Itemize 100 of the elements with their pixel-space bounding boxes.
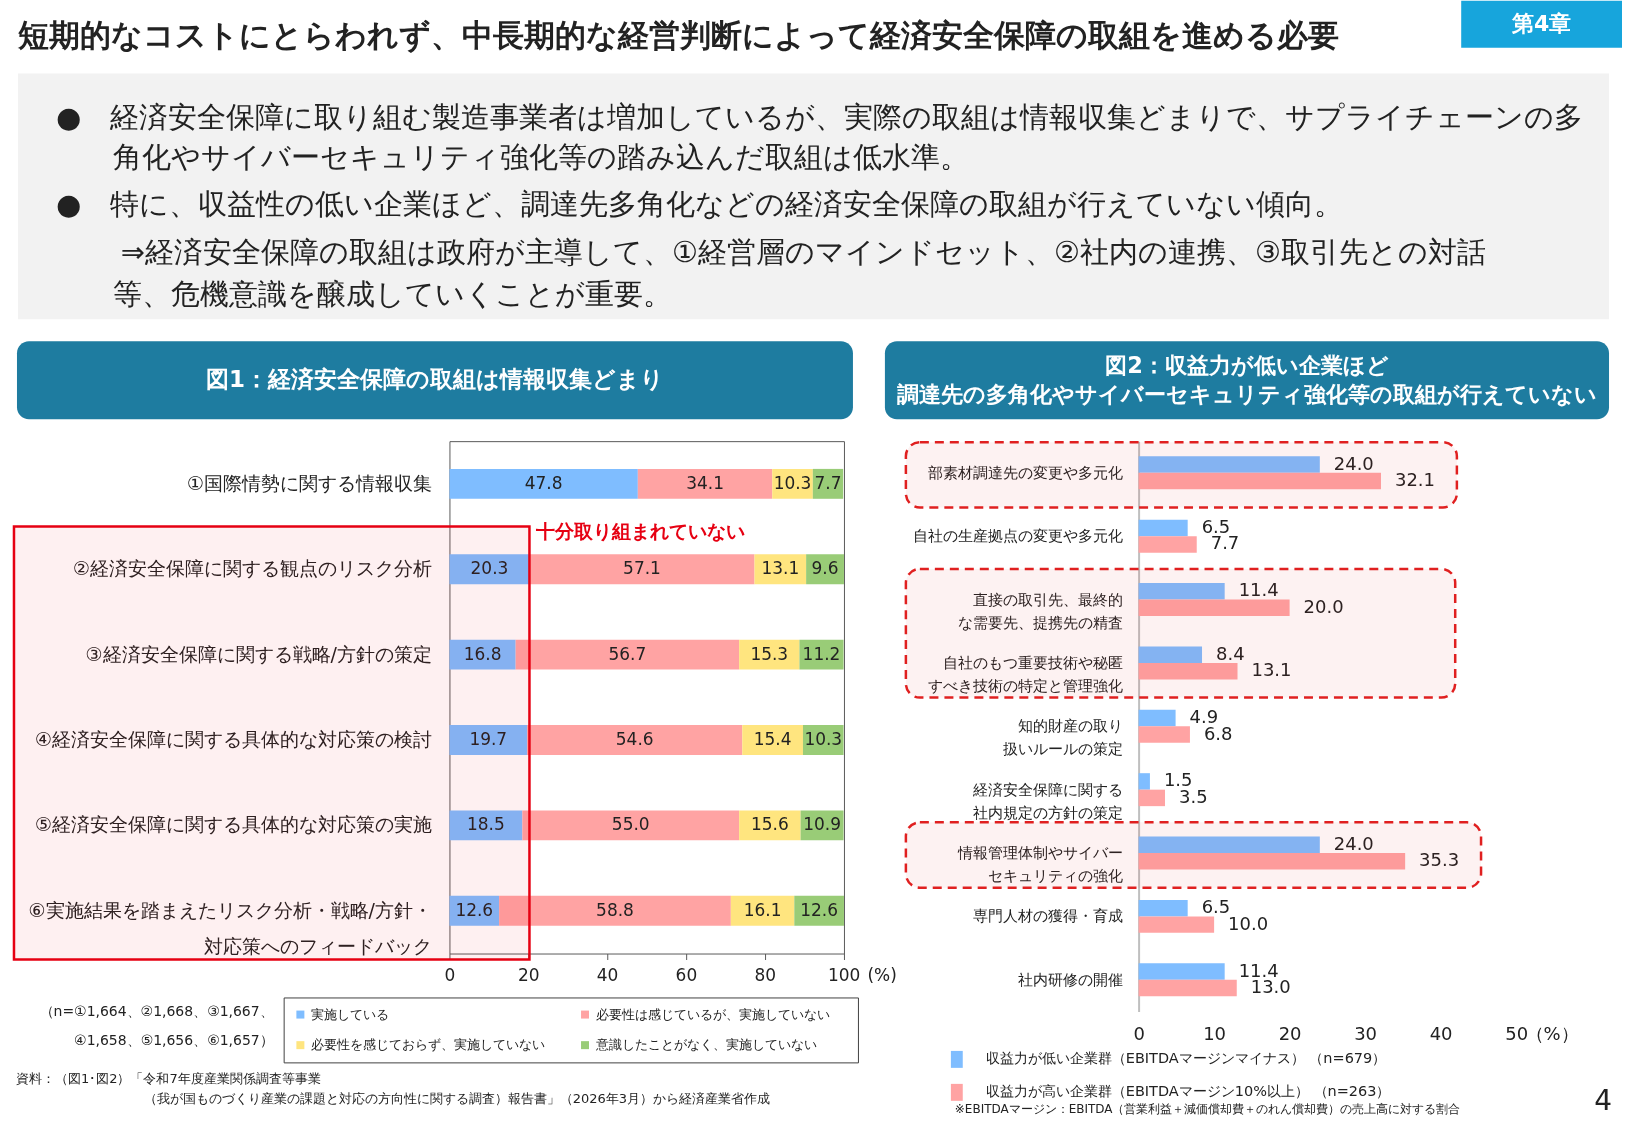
data-label: 56.7 — [608, 643, 647, 664]
data-label: 13.1 — [1251, 659, 1292, 681]
x-tick-label: 0 — [444, 964, 456, 985]
x-tick-label: 60 — [675, 964, 698, 985]
data-label: 20.3 — [470, 558, 509, 579]
bar — [1138, 853, 1406, 870]
chart-title: 図2：収益力が低い企業ほど — [1105, 351, 1389, 378]
bar — [1138, 899, 1188, 917]
y-tick-label: 知的財産の取り扱いルールの策定 — [1003, 717, 1124, 759]
bar — [1138, 773, 1150, 790]
text: 資料：（図1･図2）「令和7年度産業関係調査等事業（我が国ものづくり産業の課題と対応の方向性に関する調査）報告書」（2026年3月）から経済産業省作成 — [15, 1071, 771, 1107]
data-label: 32.1 — [1394, 469, 1435, 491]
legend-label: 収益力が高い企業群（EBITDAマージン10%以上） （n=263） — [985, 1083, 1391, 1100]
data-label: 47.8 — [524, 472, 563, 493]
data-label: 11.2 — [802, 643, 841, 664]
data-label: 9.6 — [811, 558, 839, 579]
bar — [449, 554, 530, 585]
x-axis-title: (%) — [867, 964, 897, 985]
bar — [449, 725, 528, 755]
data-label: 16.1 — [743, 899, 782, 920]
data-label: 10.3 — [804, 729, 843, 750]
bar — [1138, 963, 1225, 980]
text: 4 — [1594, 1084, 1612, 1118]
data-label: 10.0 — [1228, 912, 1269, 934]
data-label: 12.6 — [455, 899, 494, 920]
data-label: 15.6 — [750, 814, 789, 835]
x-tick-label: 30 — [1354, 1022, 1378, 1044]
y-tick-label: 自社のもつ重要技術や秘匿すべき技術の特定と管理強化 — [928, 653, 1124, 695]
bar — [449, 468, 638, 499]
bar — [1138, 536, 1197, 553]
x-tick-label: 20 — [517, 964, 540, 985]
data-label: 20.0 — [1303, 595, 1344, 617]
data-label: 24.0 — [1333, 832, 1374, 854]
bar — [1138, 472, 1381, 490]
bar — [1138, 519, 1188, 537]
bar — [1138, 789, 1166, 807]
data-label: 18.5 — [467, 814, 505, 835]
bar — [1138, 726, 1190, 743]
chart-title: 図1：経済安全保障の取組は情報収集どまり — [205, 366, 664, 393]
text: （n=①1,664、②1,668、③1,667、④1,658、⑤1,656、⑥1,657） — [39, 1003, 274, 1049]
y-tick-label: ⑥実施結果を踏まえたリスク分析・戦略/方針・対応策へのフィードバック — [28, 898, 432, 957]
legend-label: 意識したことがなく、実施していない — [594, 1036, 817, 1053]
data-label: 57.1 — [623, 558, 661, 579]
legend-label: 必要性は感じているが、実施していない — [595, 1005, 830, 1022]
data-label: 34.1 — [686, 472, 724, 493]
y-tick-label: 専門人材の獲得・育成 — [973, 907, 1124, 926]
x-tick-label: 100 — [827, 964, 861, 985]
y-tick-label: 自社の生産拠点の変更や多元化 — [913, 527, 1124, 546]
x-tick-label: 40 — [1429, 1022, 1453, 1044]
bar — [1138, 662, 1238, 680]
bar — [522, 810, 740, 841]
legend-label: 必要性を感じておらず、実施していない — [311, 1036, 546, 1053]
bar — [1138, 979, 1237, 997]
data-label: 10.9 — [803, 814, 841, 835]
data-label: 35.3 — [1419, 849, 1460, 871]
data-label: 58.8 — [596, 899, 634, 920]
bar — [1138, 456, 1320, 473]
data-label: 19.7 — [469, 729, 508, 750]
bar — [449, 639, 516, 670]
text: ⇒経済安全保障の取組は政府が主導して、①経営層のマインドセット、②社内の連携、③取引先との対話等、危機意識を醸成していくことが重要。 — [112, 235, 1486, 312]
data-label: 10.3 — [773, 472, 812, 493]
data-label: 15.4 — [753, 729, 792, 750]
y-tick-label: ③経済安全保障に関する戦略/方針の策定 — [85, 642, 432, 665]
chart-subtitle: 調達先の多角化やサイバーセキュリティ強化等の取組が行えていない — [896, 380, 1597, 407]
x-tick-label: 50 — [1505, 1022, 1529, 1044]
x-tick-label: 10 — [1203, 1022, 1227, 1044]
x-tick-label: 40 — [596, 964, 619, 985]
bar — [637, 468, 773, 499]
text: 第4章 — [1510, 11, 1572, 37]
data-label: 15.3 — [750, 643, 789, 664]
legend-label: 収益力が低い企業群（EBITDAマージンマイナス） （n=679） — [985, 1050, 1387, 1067]
data-label: 6.5 — [1201, 896, 1231, 918]
data-label: 12.6 — [800, 899, 839, 920]
data-label: 7.7 — [814, 472, 842, 493]
y-tick-label: 部素材調達先の変更や多元化 — [928, 463, 1124, 482]
y-tick-label: 直接の取引先、最終的な需要先、提携先の精査 — [958, 590, 1124, 632]
bar — [1138, 646, 1203, 663]
x-tick-label: 20 — [1278, 1022, 1302, 1044]
x-tick-label: 0 — [1133, 1022, 1145, 1044]
data-label: 11.4 — [1238, 959, 1279, 981]
y-tick-label: 情報管理体制やサイバーセキュリティの強化 — [957, 844, 1124, 885]
bar — [1138, 583, 1225, 600]
bar — [1138, 916, 1215, 933]
legend-label: 実施している — [311, 1005, 390, 1022]
x-tick-label: 80 — [754, 964, 777, 985]
text: ● 経済安全保障に取り組む製造事業者は増加しているが、実際の取組は情報収集どまりで、サプライチェーンの多角化やサイバーセキュリティ強化等の踏み込んだ取組は低水準。 — [55, 99, 1584, 175]
data-label: 8.4 — [1216, 642, 1245, 664]
data-label: 11.4 — [1238, 579, 1279, 601]
data-label: 13.1 — [761, 558, 800, 579]
text: ● 特に、収益性の低い企業ほど、調達先多角化などの経済安全保障の取組が行えていない傾向。 — [55, 187, 1344, 222]
y-tick-label: ⑤経済安全保障に関する具体的な対応策の実施 — [34, 813, 432, 836]
bar — [499, 895, 731, 926]
text: 短期的なコストにとらわれず、中長期的な経営判断によって経済安全保障の取組を進める必要 — [16, 16, 1339, 54]
bar — [449, 810, 523, 841]
bar — [529, 554, 755, 585]
y-tick-label: ④経済安全保障に関する具体的な対応策の検討 — [34, 728, 432, 751]
data-label: 54.6 — [615, 729, 654, 750]
bar — [799, 639, 844, 670]
text: ※EBITDAマージン：EBITDA（営業利益＋減価償却費＋のれん償却費）の売上高に対する割合 — [954, 1102, 1461, 1117]
data-label: 16.8 — [463, 643, 502, 664]
